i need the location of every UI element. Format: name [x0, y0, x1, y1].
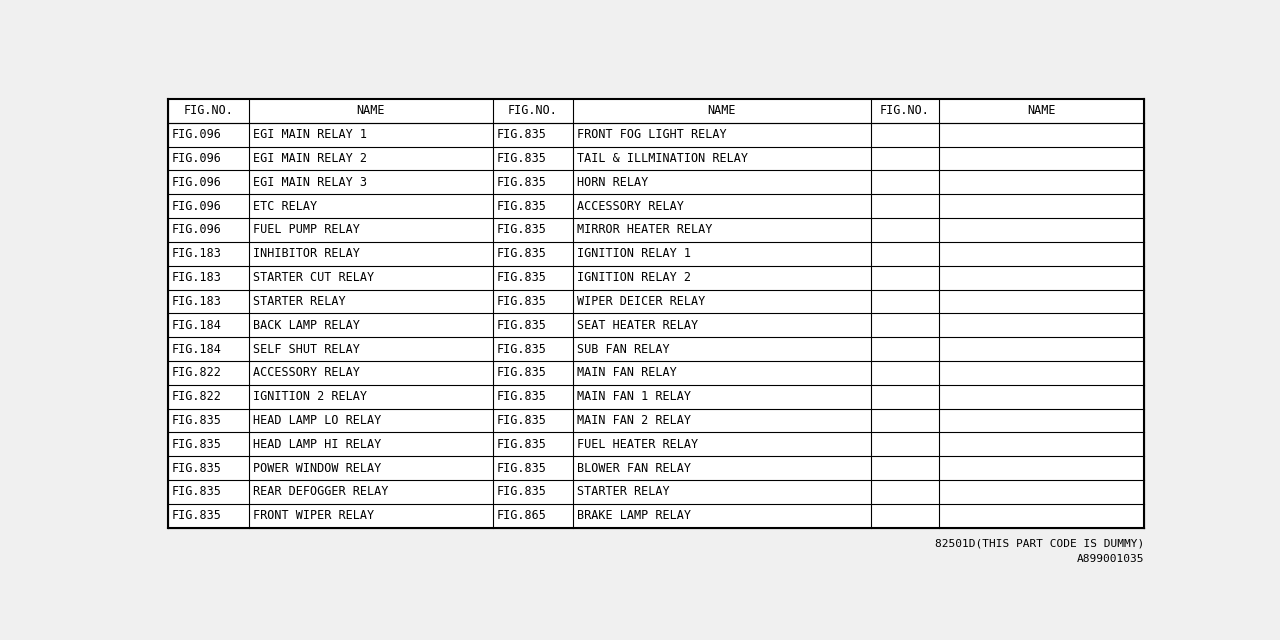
Text: FIG.835: FIG.835: [497, 390, 547, 403]
Text: HEAD LAMP LO RELAY: HEAD LAMP LO RELAY: [253, 414, 381, 427]
Text: A899001035: A899001035: [1076, 554, 1144, 564]
Text: SUB FAN RELAY: SUB FAN RELAY: [577, 342, 669, 356]
Text: FIG.835: FIG.835: [497, 152, 547, 165]
Text: FIG.835: FIG.835: [497, 366, 547, 380]
Text: FIG.822: FIG.822: [172, 390, 221, 403]
Text: FIG.183: FIG.183: [172, 295, 221, 308]
Text: FIG.835: FIG.835: [497, 319, 547, 332]
Text: FIG.835: FIG.835: [497, 461, 547, 475]
Text: FIG.835: FIG.835: [497, 200, 547, 212]
Text: FIG.835: FIG.835: [172, 414, 221, 427]
Text: WIPER DEICER RELAY: WIPER DEICER RELAY: [577, 295, 705, 308]
Text: FIG.835: FIG.835: [497, 128, 547, 141]
Text: FIG.865: FIG.865: [497, 509, 547, 522]
Text: FIG.835: FIG.835: [497, 295, 547, 308]
Text: EGI MAIN RELAY 2: EGI MAIN RELAY 2: [253, 152, 367, 165]
Text: FIG.835: FIG.835: [497, 486, 547, 499]
Text: SEAT HEATER RELAY: SEAT HEATER RELAY: [577, 319, 698, 332]
Text: FIG.835: FIG.835: [497, 223, 547, 236]
Text: BLOWER FAN RELAY: BLOWER FAN RELAY: [577, 461, 691, 475]
Text: BACK LAMP RELAY: BACK LAMP RELAY: [253, 319, 360, 332]
Text: HORN RELAY: HORN RELAY: [577, 176, 648, 189]
Text: FIG.NO.: FIG.NO.: [879, 104, 929, 117]
Text: MAIN FAN 2 RELAY: MAIN FAN 2 RELAY: [577, 414, 691, 427]
Text: STARTER RELAY: STARTER RELAY: [577, 486, 669, 499]
Text: FUEL HEATER RELAY: FUEL HEATER RELAY: [577, 438, 698, 451]
Text: MAIN FAN RELAY: MAIN FAN RELAY: [577, 366, 677, 380]
Text: FIG.096: FIG.096: [172, 152, 221, 165]
Text: REAR DEFOGGER RELAY: REAR DEFOGGER RELAY: [253, 486, 388, 499]
Text: MAIN FAN 1 RELAY: MAIN FAN 1 RELAY: [577, 390, 691, 403]
Text: FIG.835: FIG.835: [497, 438, 547, 451]
Text: FIG.835: FIG.835: [497, 271, 547, 284]
Text: MIRROR HEATER RELAY: MIRROR HEATER RELAY: [577, 223, 713, 236]
Text: NAME: NAME: [1028, 104, 1056, 117]
Text: IGNITION 2 RELAY: IGNITION 2 RELAY: [253, 390, 367, 403]
Text: ACCESSORY RELAY: ACCESSORY RELAY: [577, 200, 684, 212]
Text: FIG.835: FIG.835: [497, 414, 547, 427]
Text: EGI MAIN RELAY 1: EGI MAIN RELAY 1: [253, 128, 367, 141]
Text: FIG.096: FIG.096: [172, 200, 221, 212]
Text: FIG.835: FIG.835: [172, 461, 221, 475]
Text: NAME: NAME: [357, 104, 385, 117]
Text: INHIBITOR RELAY: INHIBITOR RELAY: [253, 247, 360, 260]
Text: FIG.096: FIG.096: [172, 223, 221, 236]
Text: FRONT FOG LIGHT RELAY: FRONT FOG LIGHT RELAY: [577, 128, 727, 141]
Text: 82501D(THIS PART CODE IS DUMMY): 82501D(THIS PART CODE IS DUMMY): [934, 538, 1144, 548]
Text: STARTER CUT RELAY: STARTER CUT RELAY: [253, 271, 374, 284]
Bar: [168, 99, 1144, 528]
Text: FIG.096: FIG.096: [172, 128, 221, 141]
Text: FIG.835: FIG.835: [172, 509, 221, 522]
Text: FIG.184: FIG.184: [172, 319, 221, 332]
Text: FIG.183: FIG.183: [172, 271, 221, 284]
Text: STARTER RELAY: STARTER RELAY: [253, 295, 346, 308]
Text: FRONT WIPER RELAY: FRONT WIPER RELAY: [253, 509, 374, 522]
Text: FIG.835: FIG.835: [497, 342, 547, 356]
Text: SELF SHUT RELAY: SELF SHUT RELAY: [253, 342, 360, 356]
Text: FUEL PUMP RELAY: FUEL PUMP RELAY: [253, 223, 360, 236]
Text: FIG.184: FIG.184: [172, 342, 221, 356]
Text: ACCESSORY RELAY: ACCESSORY RELAY: [253, 366, 360, 380]
Text: FIG.096: FIG.096: [172, 176, 221, 189]
Text: ETC RELAY: ETC RELAY: [253, 200, 317, 212]
Text: FIG.822: FIG.822: [172, 366, 221, 380]
Text: EGI MAIN RELAY 3: EGI MAIN RELAY 3: [253, 176, 367, 189]
Text: BRAKE LAMP RELAY: BRAKE LAMP RELAY: [577, 509, 691, 522]
Text: POWER WINDOW RELAY: POWER WINDOW RELAY: [253, 461, 381, 475]
Text: FIG.835: FIG.835: [497, 176, 547, 189]
Text: FIG.NO.: FIG.NO.: [508, 104, 558, 117]
Text: TAIL & ILLMINATION RELAY: TAIL & ILLMINATION RELAY: [577, 152, 748, 165]
Text: FIG.835: FIG.835: [497, 247, 547, 260]
Text: NAME: NAME: [708, 104, 736, 117]
Text: FIG.835: FIG.835: [172, 438, 221, 451]
Text: IGNITION RELAY 1: IGNITION RELAY 1: [577, 247, 691, 260]
Text: FIG.NO.: FIG.NO.: [183, 104, 233, 117]
Text: IGNITION RELAY 2: IGNITION RELAY 2: [577, 271, 691, 284]
Text: FIG.835: FIG.835: [172, 486, 221, 499]
Text: FIG.183: FIG.183: [172, 247, 221, 260]
Text: HEAD LAMP HI RELAY: HEAD LAMP HI RELAY: [253, 438, 381, 451]
